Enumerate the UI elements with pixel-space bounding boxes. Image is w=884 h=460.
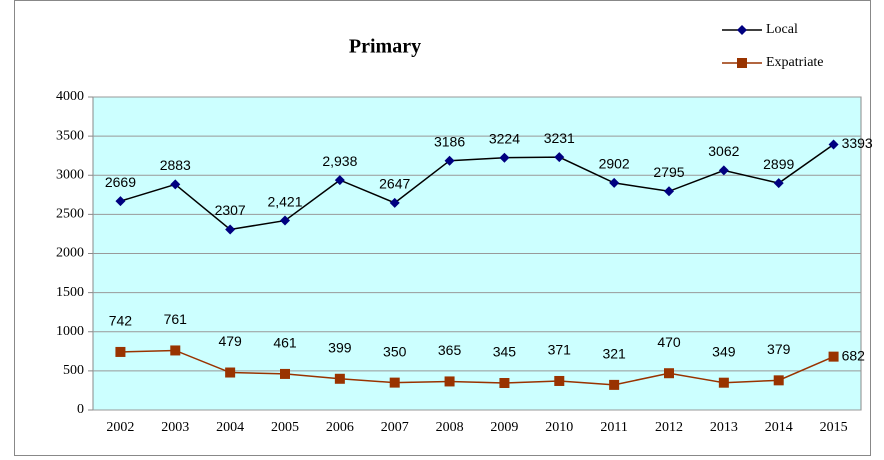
square-marker: [499, 378, 510, 389]
square-marker: [664, 368, 674, 379]
y-tick-label: 2000: [56, 246, 84, 261]
data-label: 479: [218, 333, 242, 349]
data-label: 349: [712, 343, 736, 359]
x-tick-label: 2007: [381, 420, 409, 435]
square-marker: [170, 345, 181, 356]
y-tick-label: 1500: [56, 285, 84, 300]
data-label: 2307: [215, 202, 246, 218]
diamond-marker: [499, 152, 510, 163]
square-marker: [280, 368, 290, 379]
data-label: 379: [767, 341, 791, 357]
data-label: 2795: [653, 164, 684, 180]
square-marker: [554, 375, 565, 386]
data-label: 3062: [708, 143, 739, 159]
x-tick-label: 2012: [655, 420, 683, 435]
data-label: 399: [328, 339, 352, 355]
data-label: 2669: [105, 174, 136, 190]
data-label: 742: [109, 313, 133, 329]
diamond-marker: [609, 177, 620, 188]
data-label: 470: [657, 334, 681, 350]
data-label: 2883: [160, 157, 191, 173]
square-marker: [773, 375, 784, 386]
diamond-marker: [737, 25, 747, 35]
data-label: 3224: [489, 130, 520, 146]
data-label: 461: [273, 335, 297, 351]
diamond-marker: [170, 179, 181, 190]
data-label: 682: [842, 347, 866, 363]
y-tick-label: 3500: [56, 128, 84, 143]
data-label: 2902: [599, 156, 630, 172]
x-tick-label: 2005: [271, 420, 299, 435]
legend-label: Local: [766, 22, 798, 37]
data-label: 2899: [763, 156, 794, 172]
y-tick-label: 4000: [56, 89, 84, 104]
data-label: 371: [548, 342, 572, 358]
y-tick-label: 1000: [56, 324, 84, 339]
x-tick-label: 2006: [326, 420, 354, 435]
diamond-marker: [444, 155, 455, 166]
square-marker: [737, 58, 747, 68]
square-marker: [828, 351, 839, 362]
data-label: 2647: [379, 176, 410, 192]
x-tick-label: 2009: [490, 420, 518, 435]
series-line: [120, 143, 835, 231]
diamond-marker: [280, 215, 290, 226]
diamond-marker: [554, 152, 565, 163]
diamond-marker: [718, 165, 729, 176]
diamond-marker: [828, 139, 839, 150]
data-label: 3231: [544, 130, 575, 146]
square-marker: [225, 367, 236, 378]
data-label: 345: [493, 344, 517, 360]
square-marker: [334, 373, 345, 384]
data-label: 321: [602, 346, 626, 362]
square-marker: [115, 346, 126, 357]
diamond-marker: [334, 175, 345, 186]
data-label: 2,421: [267, 193, 302, 209]
square-marker: [389, 377, 400, 388]
x-tick-label: 2011: [600, 420, 627, 435]
x-tick-label: 2013: [710, 420, 738, 435]
data-label: 3393: [842, 135, 873, 151]
data-label: 350: [383, 343, 407, 359]
square-marker: [609, 379, 620, 390]
x-tick-label: 2008: [436, 420, 464, 435]
square-marker: [718, 377, 729, 388]
chart-title: Primary: [349, 36, 421, 58]
series-line: [120, 349, 834, 386]
x-tick-label: 2003: [161, 420, 189, 435]
y-tick-label: 500: [63, 363, 84, 378]
data-label: 2,938: [322, 153, 357, 169]
diamond-marker: [664, 186, 674, 197]
y-tick-label: 2500: [56, 207, 84, 222]
x-tick-label: 2004: [216, 420, 244, 435]
diamond-marker: [115, 196, 126, 207]
x-tick-label: 2010: [545, 420, 573, 435]
diamond-marker: [773, 178, 784, 189]
data-label: 761: [164, 311, 188, 327]
x-tick-label: 2002: [106, 420, 134, 435]
x-tick-label: 2015: [820, 420, 848, 435]
diamond-marker: [389, 197, 400, 208]
square-marker: [444, 376, 455, 387]
y-tick-label: 0: [77, 402, 84, 417]
data-label: 3186: [434, 133, 465, 149]
x-tick-label: 2014: [765, 420, 793, 435]
diamond-marker: [225, 224, 236, 235]
legend-label: Expatriate: [766, 55, 824, 70]
y-tick-label: 3000: [56, 167, 84, 182]
data-label: 365: [438, 342, 462, 358]
